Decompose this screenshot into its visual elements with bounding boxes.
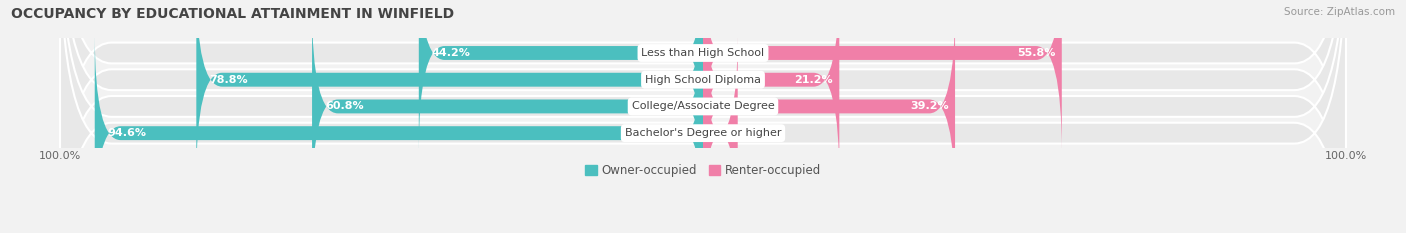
Text: College/Associate Degree: College/Associate Degree: [631, 101, 775, 111]
FancyBboxPatch shape: [197, 0, 703, 180]
FancyBboxPatch shape: [703, 33, 738, 233]
FancyBboxPatch shape: [60, 0, 1346, 233]
FancyBboxPatch shape: [703, 7, 955, 206]
Text: Bachelor's Degree or higher: Bachelor's Degree or higher: [624, 128, 782, 138]
Text: Less than High School: Less than High School: [641, 48, 765, 58]
FancyBboxPatch shape: [60, 0, 1346, 233]
FancyBboxPatch shape: [312, 7, 703, 206]
FancyBboxPatch shape: [94, 33, 703, 233]
FancyBboxPatch shape: [419, 0, 703, 153]
Text: 5.4%: 5.4%: [744, 128, 775, 138]
Text: 60.8%: 60.8%: [325, 101, 364, 111]
Text: 55.8%: 55.8%: [1017, 48, 1056, 58]
Text: 44.2%: 44.2%: [432, 48, 471, 58]
Legend: Owner-occupied, Renter-occupied: Owner-occupied, Renter-occupied: [585, 164, 821, 177]
Text: 21.2%: 21.2%: [794, 75, 832, 85]
FancyBboxPatch shape: [60, 0, 1346, 233]
Text: High School Diploma: High School Diploma: [645, 75, 761, 85]
FancyBboxPatch shape: [703, 0, 839, 180]
Text: OCCUPANCY BY EDUCATIONAL ATTAINMENT IN WINFIELD: OCCUPANCY BY EDUCATIONAL ATTAINMENT IN W…: [11, 7, 454, 21]
Text: 78.8%: 78.8%: [209, 75, 247, 85]
Text: 39.2%: 39.2%: [910, 101, 949, 111]
FancyBboxPatch shape: [703, 0, 1062, 153]
Text: Source: ZipAtlas.com: Source: ZipAtlas.com: [1284, 7, 1395, 17]
FancyBboxPatch shape: [60, 0, 1346, 233]
Text: 94.6%: 94.6%: [108, 128, 146, 138]
